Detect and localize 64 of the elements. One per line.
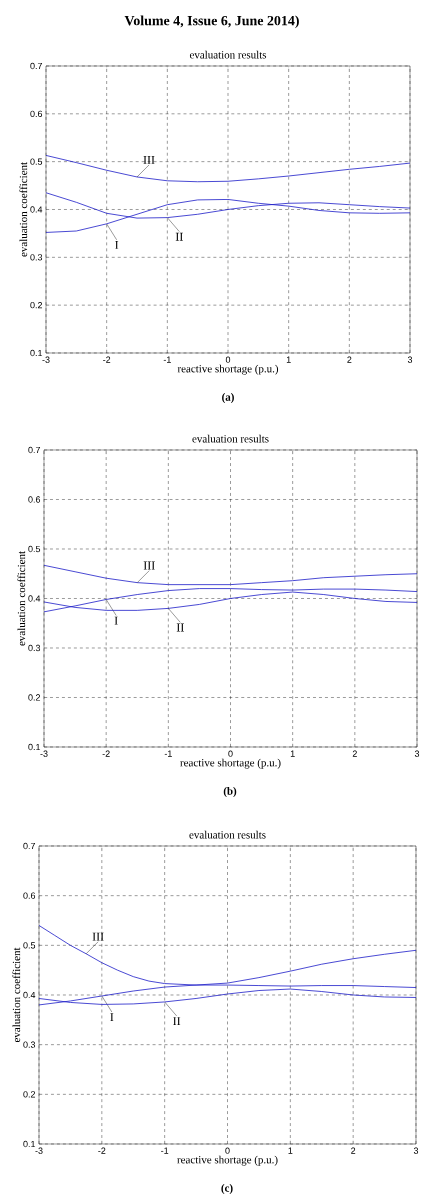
y-tick-label: 0.4 xyxy=(30,206,43,213)
x-tick-label: -3 xyxy=(40,750,48,757)
chart-title: evaluation results xyxy=(189,830,266,839)
x-tick-label: -1 xyxy=(161,1147,169,1154)
x-tick-label: 0 xyxy=(228,750,233,757)
text: Volume 4, Issue 6, June 2014) xyxy=(124,15,299,29)
series-label: I xyxy=(110,1013,114,1022)
y-axis-title: evaluation coefficient xyxy=(19,162,28,257)
y-tick-label: 0.3 xyxy=(30,254,43,261)
y-tick-label: 0.2 xyxy=(30,301,43,309)
x-tick-label: 1 xyxy=(286,356,291,363)
series-label: I xyxy=(114,616,118,625)
y-tick-label: 0.1 xyxy=(23,1140,36,1148)
y-axis-title: evaluation coefficient xyxy=(12,947,21,1043)
y-tick-label: 0.7 xyxy=(28,446,41,454)
chart-title: evaluation results xyxy=(192,434,269,443)
x-tick-label: 3 xyxy=(414,750,420,757)
x-axis-title: reactive shortage (p.u.) xyxy=(177,1155,278,1166)
y-axis-title: evaluation coefficient xyxy=(17,551,26,646)
y-tick-label: 0.5 xyxy=(23,942,36,949)
x-tick-label: 3 xyxy=(413,1147,419,1154)
y-tick-label: 0.4 xyxy=(28,595,41,602)
x-tick-label: -2 xyxy=(103,356,111,363)
x-tick-label: 3 xyxy=(407,356,413,363)
x-tick-label: -2 xyxy=(102,750,110,757)
y-tick-label: 0.4 xyxy=(23,991,36,999)
chart-title: evaluation results xyxy=(189,50,267,59)
y-tick-label: 0.5 xyxy=(30,158,43,165)
y-tick-label: 0.6 xyxy=(30,110,43,117)
text: (b) xyxy=(223,787,237,797)
y-tick-label: 0.1 xyxy=(30,349,43,357)
y-tick-label: 0.6 xyxy=(23,892,36,899)
x-tick-label: -2 xyxy=(98,1147,106,1154)
y-tick-label: 0.5 xyxy=(28,545,41,553)
x-tick-label: -3 xyxy=(42,356,50,363)
series-label: III xyxy=(92,932,104,941)
y-tick-label: 0.2 xyxy=(23,1091,36,1098)
y-tick-label: 0.6 xyxy=(28,496,41,503)
x-tick-label: 2 xyxy=(347,356,352,363)
x-tick-label: 1 xyxy=(290,750,295,757)
y-tick-label: 0.3 xyxy=(28,644,41,652)
series-label: II xyxy=(176,623,184,632)
x-tick-label: 0 xyxy=(225,1147,230,1154)
series-label: II xyxy=(173,1017,181,1025)
x-axis-title: reactive shortage (p.u.) xyxy=(177,364,279,375)
series-label: II xyxy=(175,232,183,241)
y-tick-label: 0.3 xyxy=(23,1041,36,1048)
text: (c) xyxy=(221,1184,233,1194)
x-tick-label: -1 xyxy=(164,750,172,757)
x-tick-label: 1 xyxy=(288,1147,293,1154)
y-tick-label: 0.1 xyxy=(28,743,41,751)
series-label: III xyxy=(143,155,155,164)
series-label: III xyxy=(143,561,155,570)
y-tick-label: 0.7 xyxy=(23,842,36,850)
x-axis-title: reactive shortage (p.u.) xyxy=(180,758,281,769)
y-tick-label: 0.2 xyxy=(28,694,41,701)
x-tick-label: 2 xyxy=(352,750,357,757)
series-label: I xyxy=(115,241,119,249)
x-tick-label: 2 xyxy=(351,1147,356,1154)
x-tick-label: -3 xyxy=(35,1147,43,1154)
text: (a) xyxy=(222,393,234,403)
x-tick-label: -1 xyxy=(163,356,171,363)
x-tick-label: 0 xyxy=(225,356,231,363)
y-tick-label: 0.7 xyxy=(30,62,43,70)
